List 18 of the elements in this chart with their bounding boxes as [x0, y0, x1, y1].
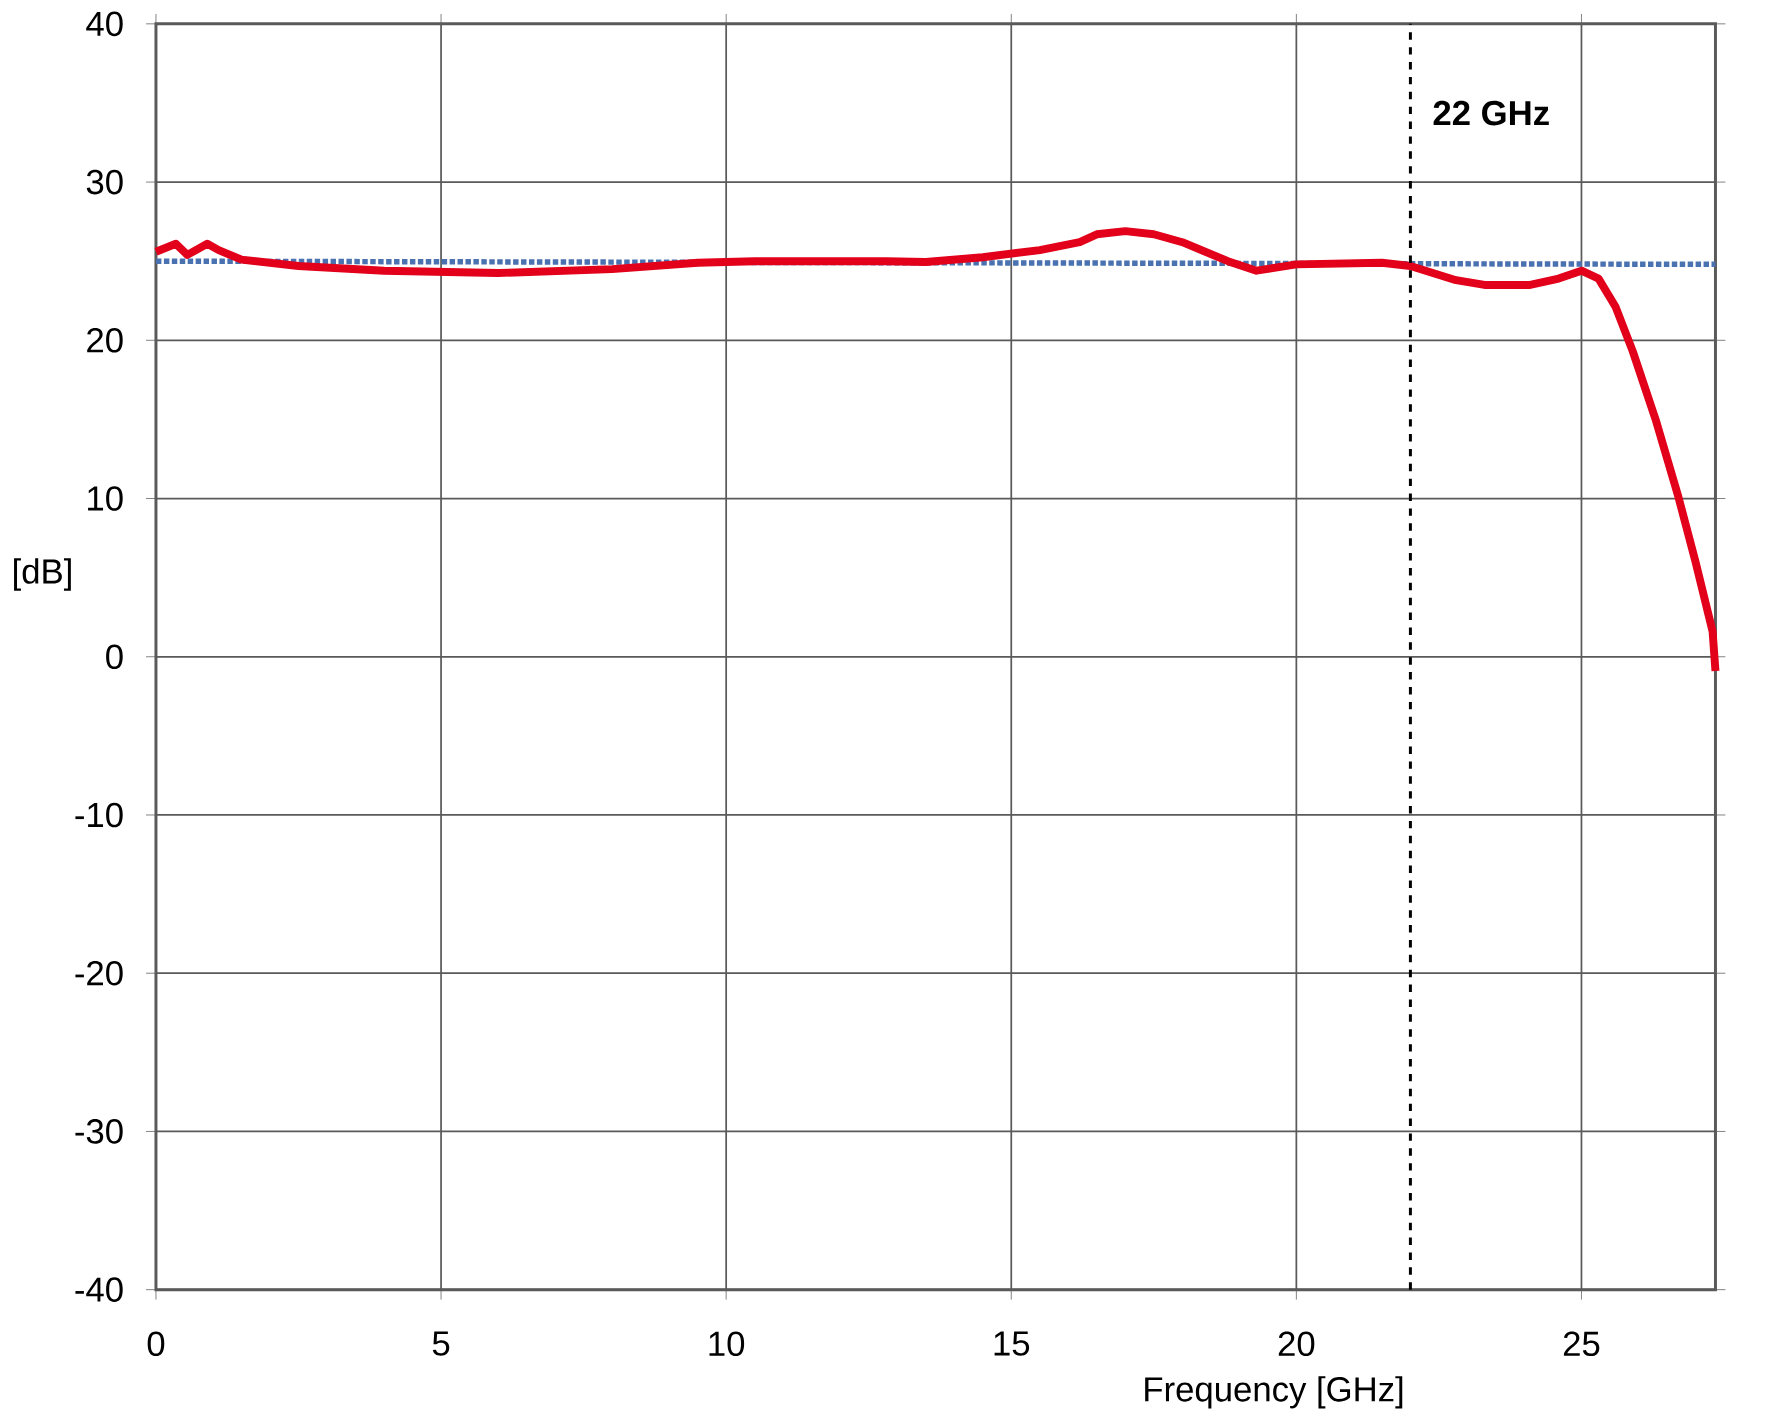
x-tick-label: 0 — [147, 1331, 165, 1357]
x-tick-label: 15 — [994, 1331, 1030, 1356]
x-tick-label: 10 — [709, 1331, 745, 1357]
x-axis-title: Frequency [GHz] — [1145, 1376, 1403, 1409]
y-axis-title: [dB] — [14, 558, 71, 591]
y-tick-label: -20 — [75, 961, 123, 986]
y-tick-label: -40 — [75, 1277, 123, 1303]
y-tick-label: 10 — [88, 486, 123, 512]
ref-line-label: 22 GHz — [1433, 101, 1549, 126]
y-tick-label: 40 — [86, 11, 123, 37]
y-tick-label: 20 — [87, 328, 123, 353]
x-tick-label: 5 — [432, 1331, 450, 1356]
y-tick-label: 0 — [106, 644, 123, 670]
x-tick-label: 20 — [1278, 1331, 1315, 1357]
x-tick-label: 25 — [1563, 1331, 1600, 1357]
y-tick-label: -10 — [75, 802, 123, 828]
y-tick-label: 30 — [86, 169, 123, 195]
y-tick-label: -30 — [75, 1119, 123, 1144]
